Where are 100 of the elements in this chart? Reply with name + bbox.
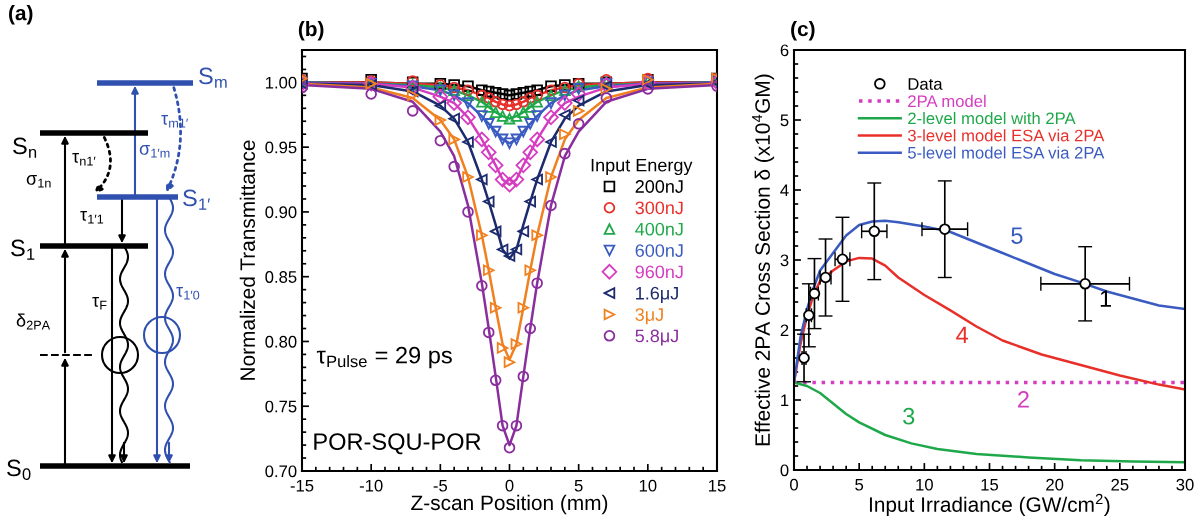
legend-label: 300nJ [635,201,683,215]
y-tick-label: 1 [781,394,789,407]
y-tick-label: 5 [780,114,789,127]
x-tick-label: 10 [916,478,933,491]
point [503,441,516,454]
x-axis-title: Z-scan Position (mm) [411,494,608,515]
legend-label: 3μJ [635,308,663,325]
legend-label: 2PA model [908,94,986,108]
legend-label: 400nJ [635,222,683,236]
point [406,105,419,117]
point [489,86,502,99]
point [482,101,495,113]
y-tick-label: 0.85 [265,271,297,283]
text: S$_{m}$ [199,67,227,88]
point [503,250,516,262]
point [545,89,557,102]
point [446,95,462,111]
point [545,97,557,109]
point [524,85,537,98]
annotation: 2 [1018,391,1029,408]
point [524,264,537,276]
point [572,105,585,117]
text: S$_{n}$ [13,137,37,158]
annotation: τ$_{Pulse}$ = 29 ps [316,346,452,369]
annotation: 4 [956,326,969,344]
x-tick-label: 15 [709,479,726,492]
x-axis-title: Input Irradiance (GW/cm$^{2}$) [869,493,1110,517]
point [496,133,509,146]
chart-title: (b) [298,21,324,41]
point [480,144,497,161]
y-tick-label: 0.70 [265,465,297,478]
point [1079,278,1091,290]
point [559,89,571,102]
text: τ$_{1′1}$ [80,211,104,224]
point [600,92,613,104]
point [503,89,516,102]
point [524,92,537,104]
point [482,264,495,276]
point [531,96,543,108]
text: τ$_{F}$ [92,297,107,310]
point [476,96,488,108]
point [406,89,419,102]
point [559,147,571,160]
x-tick-label: 25 [1111,478,1129,491]
point [510,133,523,146]
point [489,125,502,138]
point [462,84,474,96]
point [448,112,460,125]
point [545,84,557,96]
point [522,144,539,161]
point [476,279,488,292]
text: S$_{0}$ [7,459,31,480]
x-tick-label: 5 [855,478,864,491]
point [476,110,488,122]
point [559,128,571,140]
point [517,96,530,108]
point [496,88,509,100]
y-tick-label: 3 [780,254,789,267]
point [517,302,530,314]
x-tick-label: -15 [290,479,314,492]
text: (a) [9,5,33,25]
point [448,160,460,173]
point [529,131,545,148]
point [503,356,516,368]
point [406,85,419,98]
point [557,95,573,111]
point [496,342,509,354]
point [570,86,587,102]
line-series [794,381,1185,464]
point [545,136,557,148]
point [517,86,530,99]
point [531,89,543,102]
point [462,80,474,93]
x-tick-label: 30 [1176,478,1194,491]
y-tick-label: 0.80 [265,335,297,348]
point [482,326,495,339]
y-axis-title: Normalized Transmittance [239,140,256,380]
point [503,99,516,112]
point [572,94,585,107]
text: S$_{1′}$ [183,189,210,210]
point [462,136,474,148]
point [474,131,490,148]
point [517,370,530,383]
point [531,110,543,122]
point [489,106,502,118]
point [448,89,460,102]
point [494,171,511,188]
point [531,277,543,289]
legend-label: Data [908,78,943,90]
annotation: 5 [1011,227,1023,244]
text: S$_{1}$ [11,239,35,260]
y-tick-label: 0.95 [265,141,297,154]
y-axis-title: Effective 2PA Cross Section δ (x10$^{4}$GM) [752,74,775,446]
point [482,92,495,104]
point [501,176,518,193]
text: τ$_{n1′}$ [72,153,96,166]
point [545,199,557,212]
text: τ$_{m1′}$ [161,115,188,128]
point [489,225,502,238]
point [559,109,571,121]
